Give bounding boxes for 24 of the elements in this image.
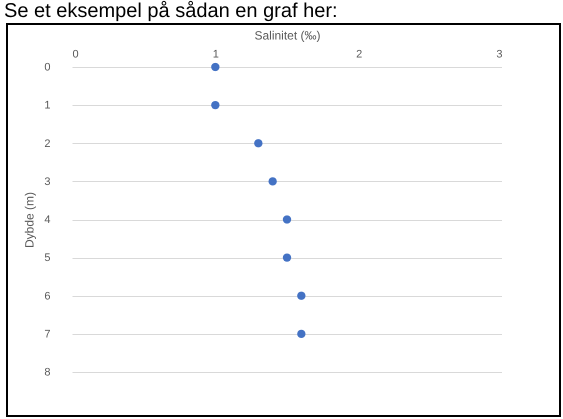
x-tick-label: 0 xyxy=(72,48,79,60)
point xyxy=(211,62,220,72)
y-tick-label: 1 xyxy=(44,100,50,112)
point xyxy=(254,139,263,148)
x-tick-label: 2 xyxy=(356,48,362,60)
chart-title: Se et eksempel på sådan en graf her: xyxy=(4,0,339,22)
y-tick-label: 7 xyxy=(44,328,50,340)
y-axis-title: Dybde (m) xyxy=(22,192,36,248)
y-tick-label: 8 xyxy=(44,366,50,378)
point xyxy=(282,253,292,262)
point xyxy=(268,177,277,186)
y-tick-label: 5 xyxy=(44,252,50,264)
point xyxy=(297,330,306,338)
y-tick-label: 3 xyxy=(44,176,50,188)
y-tick-label: 2 xyxy=(44,138,50,150)
point xyxy=(297,292,306,300)
point xyxy=(211,100,220,110)
x-axis-title: Salinitet (‰) xyxy=(254,28,321,42)
y-tick-label: 6 xyxy=(44,290,50,302)
y-tick-label: 0 xyxy=(44,62,50,74)
y-tick-label: 4 xyxy=(44,214,50,226)
point xyxy=(282,215,292,224)
x-tick-label: 3 xyxy=(496,48,502,60)
x-tick-label: 1 xyxy=(212,48,219,60)
